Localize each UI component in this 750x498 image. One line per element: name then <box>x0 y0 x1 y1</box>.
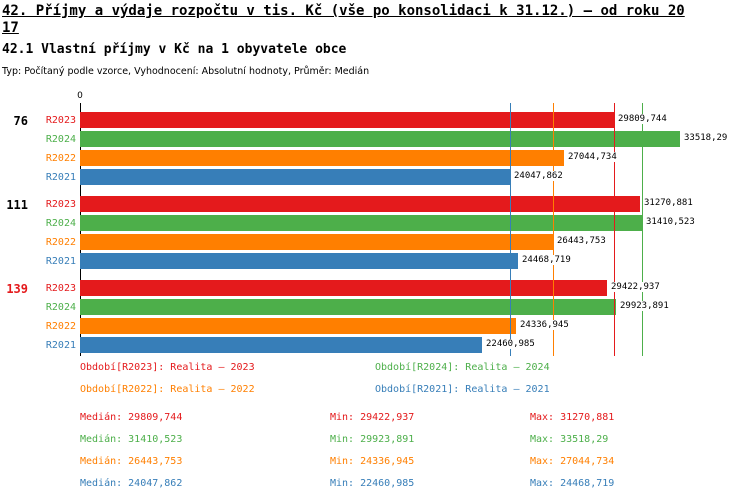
bar-value-label: 33518,29 <box>683 133 729 143</box>
bar-value-label: 31270,881 <box>643 198 694 208</box>
series-row-label: R2022 <box>45 237 76 248</box>
bar-r2023 <box>80 280 607 296</box>
series-row-label: R2024 <box>45 134 76 145</box>
series-row-label: R2021 <box>45 172 76 183</box>
stats-median-r2024: Medián: 31410,523 <box>80 434 183 445</box>
series-row-label: R2021 <box>45 340 76 351</box>
bar-r2023 <box>80 112 614 128</box>
stats-min-r2024: Min: 29923,891 <box>330 434 415 445</box>
legend-item-r2024: Období[R2024]: Realita – 2024 <box>375 362 550 373</box>
series-row-label: R2023 <box>45 283 76 294</box>
page-title: 42. Příjmy a výdaje rozpočtu v tis. Kč (… <box>2 3 750 37</box>
series-row-label: R2024 <box>45 218 76 229</box>
chart-meta-line: Typ: Počítaný podle vzorce, Vyhodnocení:… <box>2 66 370 77</box>
bar-r2022 <box>80 318 516 334</box>
bar-value-label: 26443,753 <box>556 236 607 246</box>
legend-item-r2023: Období[R2023]: Realita – 2023 <box>80 362 255 373</box>
bar-r2023 <box>80 196 640 212</box>
page-title-line1: 42. Příjmy a výdaje rozpočtu v tis. Kč (… <box>2 3 685 19</box>
bar-value-label: 31410,523 <box>645 217 696 227</box>
median-line-r2022 <box>553 103 554 356</box>
group-label: 139 <box>6 282 28 296</box>
stats-median-r2022: Medián: 26443,753 <box>80 456 183 467</box>
legend-item-r2022: Období[R2022]: Realita – 2022 <box>80 384 255 395</box>
stats-min-r2021: Min: 22460,985 <box>330 478 415 489</box>
stats-max-r2024: Max: 33518,29 <box>530 434 609 445</box>
series-row-label: R2021 <box>45 256 76 267</box>
series-row-label: R2022 <box>45 321 76 332</box>
group-label: 111 <box>6 198 28 212</box>
bar-r2022 <box>80 234 553 250</box>
bar-value-label: 29422,937 <box>610 282 661 292</box>
bar-value-label: 29923,891 <box>619 301 670 311</box>
page-title-line2: 17 <box>2 20 19 36</box>
bar-value-label: 22460,985 <box>485 339 536 349</box>
stats-max-r2022: Max: 27044,734 <box>530 456 615 467</box>
stats-max-r2023: Max: 31270,881 <box>530 412 615 423</box>
bar-value-label: 24336,945 <box>519 320 570 330</box>
bar-r2024 <box>80 131 680 147</box>
stats-median-r2023: Medián: 29809,744 <box>80 412 183 423</box>
stats-max-r2021: Max: 24468,719 <box>530 478 615 489</box>
bar-r2021 <box>80 253 518 269</box>
series-row-label: R2023 <box>45 115 76 126</box>
bar-r2024 <box>80 215 642 231</box>
bar-value-label: 29809,744 <box>617 114 668 124</box>
median-line-r2023 <box>614 103 615 356</box>
bar-value-label: 24047,862 <box>513 171 564 181</box>
bar-value-label: 24468,719 <box>521 255 572 265</box>
bar-r2021 <box>80 337 482 353</box>
stats-min-r2022: Min: 24336,945 <box>330 456 415 467</box>
stats-min-r2023: Min: 29422,937 <box>330 412 415 423</box>
median-line-r2024 <box>642 103 643 356</box>
stats-median-r2021: Medián: 24047,862 <box>80 478 183 489</box>
bar-r2021 <box>80 169 510 185</box>
median-line-r2021 <box>510 103 511 356</box>
series-row-label: R2022 <box>45 153 76 164</box>
series-row-label: R2024 <box>45 302 76 313</box>
group-label: 76 <box>13 114 28 128</box>
section-subtitle: 42.1 Vlastní příjmy v Kč na 1 obyvatele … <box>2 42 347 57</box>
x-axis-zero-label: 0 <box>77 91 83 101</box>
bar-value-label: 27044,734 <box>567 152 618 162</box>
bar-r2024 <box>80 299 616 315</box>
legend-item-r2021: Období[R2021]: Realita – 2021 <box>375 384 550 395</box>
series-row-label: R2023 <box>45 199 76 210</box>
bar-r2022 <box>80 150 564 166</box>
